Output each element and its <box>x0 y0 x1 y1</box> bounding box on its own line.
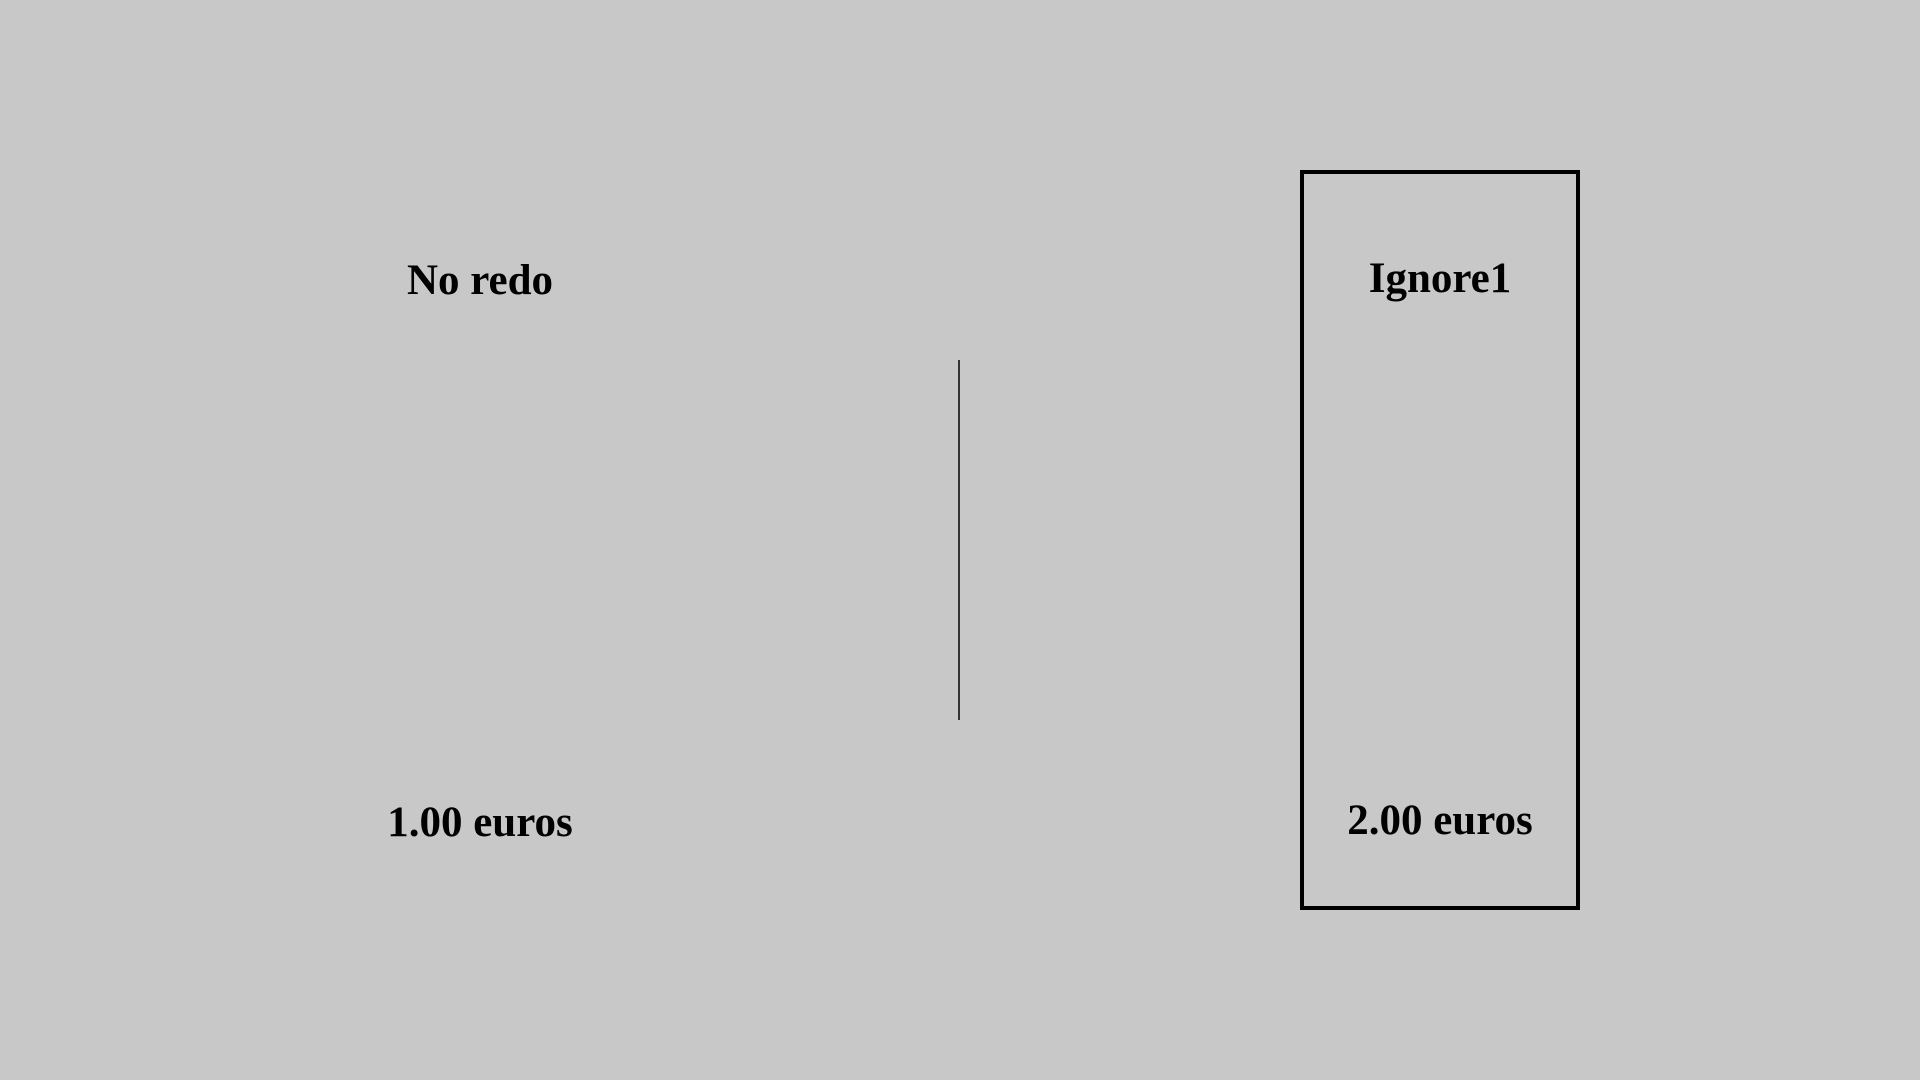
option-price: 2.00 euros <box>1347 797 1533 844</box>
option-label: No redo <box>406 257 554 304</box>
option-price: 1.00 euros <box>387 799 573 846</box>
option-ignore1[interactable]: Ignore1 2.00 euros <box>1300 170 1580 910</box>
option-label: Ignore1 <box>1368 255 1512 302</box>
center-divider <box>958 360 960 720</box>
option-no-redo[interactable]: No redo 1.00 euros <box>330 172 630 908</box>
